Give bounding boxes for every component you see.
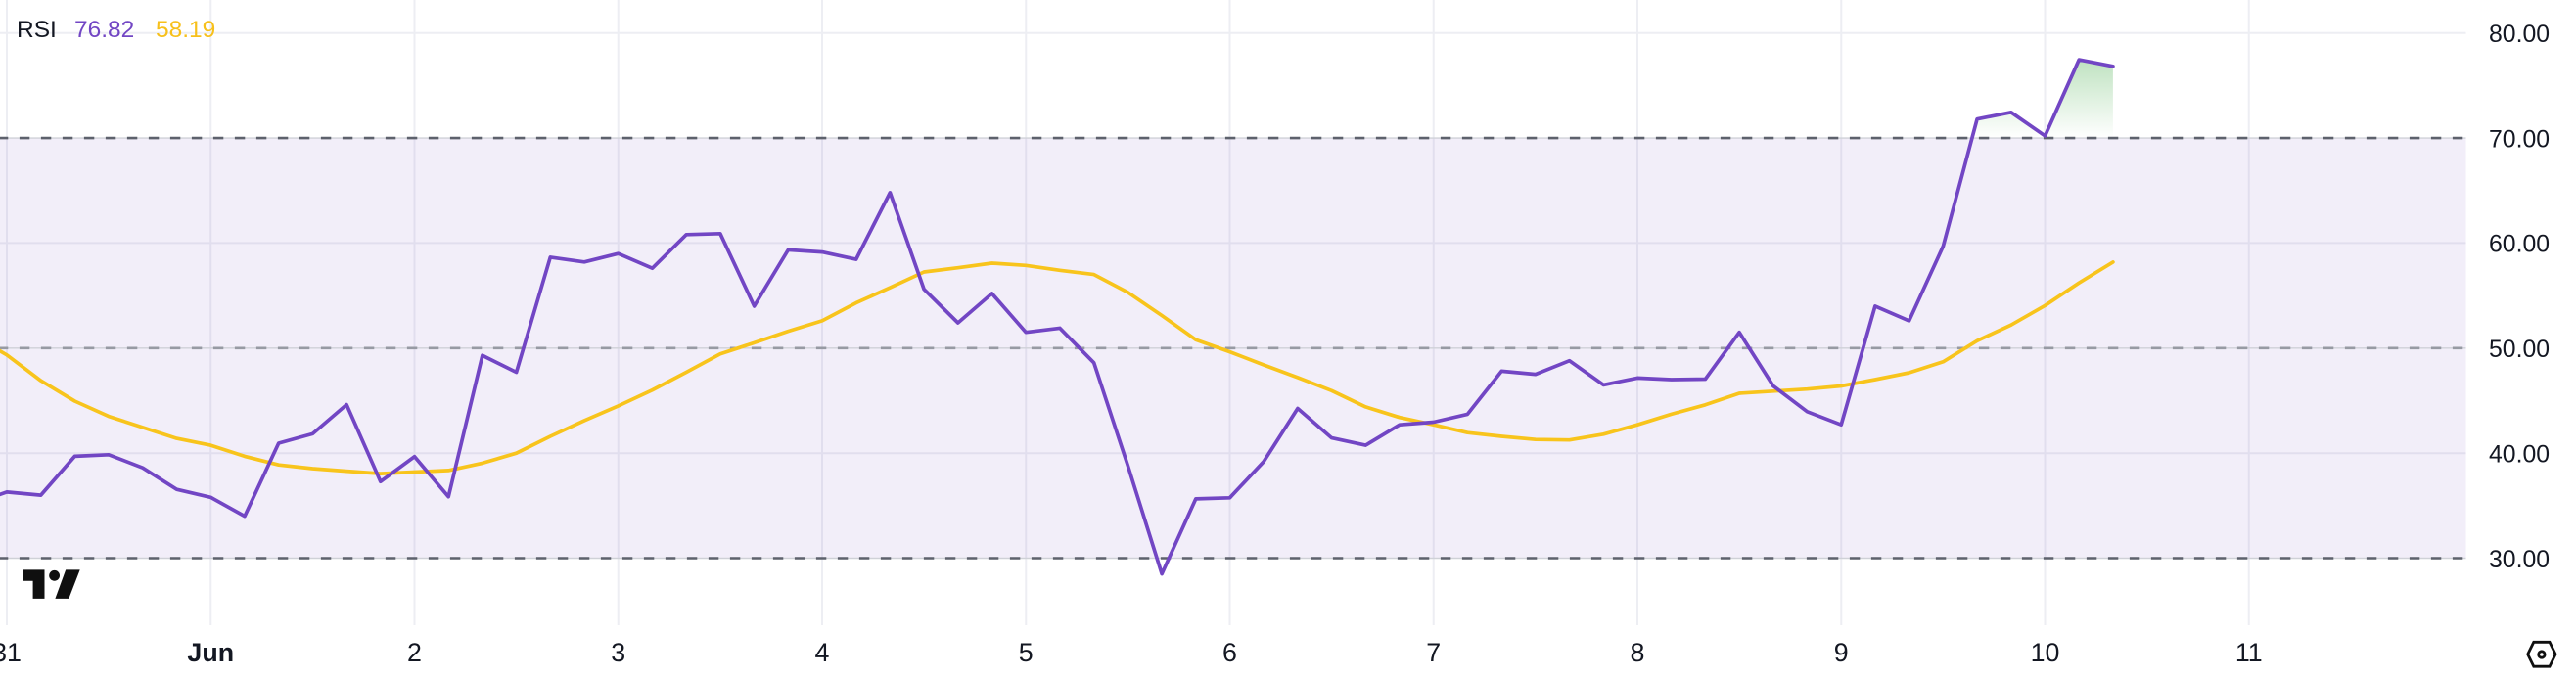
svg-text:RSI: RSI xyxy=(17,17,57,43)
svg-text:7: 7 xyxy=(1426,638,1441,667)
svg-text:4: 4 xyxy=(815,638,830,667)
svg-text:6: 6 xyxy=(1222,638,1237,667)
svg-text:40.00: 40.00 xyxy=(2489,442,2550,469)
svg-text:60.00: 60.00 xyxy=(2489,232,2550,258)
svg-text:76.82: 76.82 xyxy=(74,17,134,43)
svg-text:30.00: 30.00 xyxy=(2489,547,2550,573)
svg-text:9: 9 xyxy=(1834,638,1849,667)
svg-text:80.00: 80.00 xyxy=(2489,22,2550,48)
svg-text:3: 3 xyxy=(611,638,625,667)
svg-text:11: 11 xyxy=(2235,638,2263,667)
svg-text:5: 5 xyxy=(1019,638,1034,667)
svg-text:10: 10 xyxy=(2031,638,2060,667)
svg-text:8: 8 xyxy=(1631,638,1645,667)
svg-text:70.00: 70.00 xyxy=(2489,126,2550,153)
svg-text:58.19: 58.19 xyxy=(156,17,215,43)
svg-text:Jun: Jun xyxy=(187,638,234,667)
svg-text:50.00: 50.00 xyxy=(2489,337,2550,363)
svg-text:2: 2 xyxy=(407,638,422,667)
svg-text:31: 31 xyxy=(0,638,22,667)
